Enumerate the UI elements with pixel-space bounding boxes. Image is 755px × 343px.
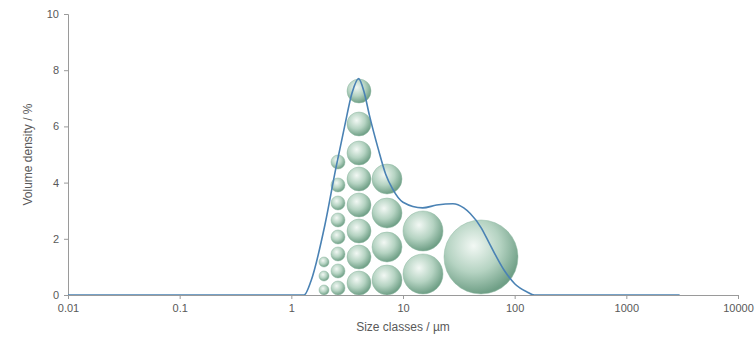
x-tick-mark xyxy=(626,295,627,299)
sphere xyxy=(372,265,402,295)
y-tick: 4 xyxy=(53,177,68,189)
sphere xyxy=(319,271,329,281)
y-tick: 2 xyxy=(53,233,68,245)
x-axis-line xyxy=(69,296,739,300)
sphere xyxy=(331,281,345,295)
x-tick-label: 0.1 xyxy=(173,302,188,314)
x-tick-mark xyxy=(180,295,181,299)
y-axis-title: Volume density / % xyxy=(21,103,35,205)
sphere xyxy=(372,198,402,228)
x-tick: 10000 xyxy=(723,295,754,314)
sphere xyxy=(347,193,371,217)
x-tick-label: 1000 xyxy=(615,302,639,314)
y-tick-mark xyxy=(64,239,68,240)
sphere xyxy=(319,285,329,295)
x-tick-label: 10000 xyxy=(723,302,754,314)
x-tick-label: 1 xyxy=(289,302,295,314)
sphere xyxy=(347,219,371,243)
sphere xyxy=(331,264,345,278)
y-tick-mark xyxy=(64,70,68,71)
x-tick-mark xyxy=(403,295,404,299)
y-tick-label: 6 xyxy=(53,120,59,132)
sphere xyxy=(347,245,371,269)
y-tick-label: 2 xyxy=(53,233,59,245)
sphere xyxy=(331,230,345,244)
y-tick: 0 xyxy=(53,289,68,301)
y-tick-label: 4 xyxy=(53,177,59,189)
x-tick-label: 0.01 xyxy=(58,302,79,314)
x-tick: 1 xyxy=(289,295,295,314)
x-tick: 0.01 xyxy=(58,295,79,314)
y-tick: 8 xyxy=(53,64,68,76)
y-tick-mark xyxy=(64,183,68,184)
x-tick: 1000 xyxy=(615,295,639,314)
x-axis: 0.01 0.1 1 10 100 1000 10000 xyxy=(58,295,754,314)
sphere xyxy=(347,167,371,191)
sphere xyxy=(444,220,518,294)
y-tick-mark xyxy=(64,295,68,296)
y-axis: 0 2 4 6 8 10 xyxy=(47,8,69,301)
sphere xyxy=(347,112,371,136)
sphere xyxy=(347,271,371,295)
y-tick-mark xyxy=(64,126,68,127)
y-tick: 10 xyxy=(47,8,68,20)
plot: 0.01 0.1 1 10 100 1000 10000 0 2 4 6 8 10 xyxy=(47,8,754,314)
sphere xyxy=(403,211,443,251)
sphere xyxy=(331,196,345,210)
x-tick: 10 xyxy=(397,295,409,314)
x-tick-label: 100 xyxy=(506,302,524,314)
x-tick: 100 xyxy=(506,295,524,314)
sphere-illustration xyxy=(319,79,518,295)
y-axis-line xyxy=(64,15,69,296)
x-axis-title: Size classes / µm xyxy=(356,320,450,334)
y-tick-label: 10 xyxy=(47,8,59,20)
sphere xyxy=(403,254,443,294)
chart: 0.01 0.1 1 10 100 1000 10000 0 2 4 6 8 10 Size classe… xyxy=(0,0,755,343)
x-tick: 0.1 xyxy=(173,295,188,314)
sphere xyxy=(331,213,345,227)
y-tick: 6 xyxy=(53,120,68,132)
y-tick-label: 8 xyxy=(53,64,59,76)
sphere xyxy=(319,257,329,267)
x-tick-mark xyxy=(291,295,292,299)
x-tick-mark xyxy=(738,295,739,299)
sphere xyxy=(372,232,402,262)
sphere xyxy=(331,247,345,261)
distribution-line xyxy=(68,79,680,295)
x-tick-label: 10 xyxy=(397,302,409,314)
marks xyxy=(68,79,680,295)
sphere xyxy=(347,141,371,165)
y-tick-mark xyxy=(64,14,68,15)
x-tick-mark xyxy=(515,295,516,299)
y-tick-label: 0 xyxy=(53,289,59,301)
